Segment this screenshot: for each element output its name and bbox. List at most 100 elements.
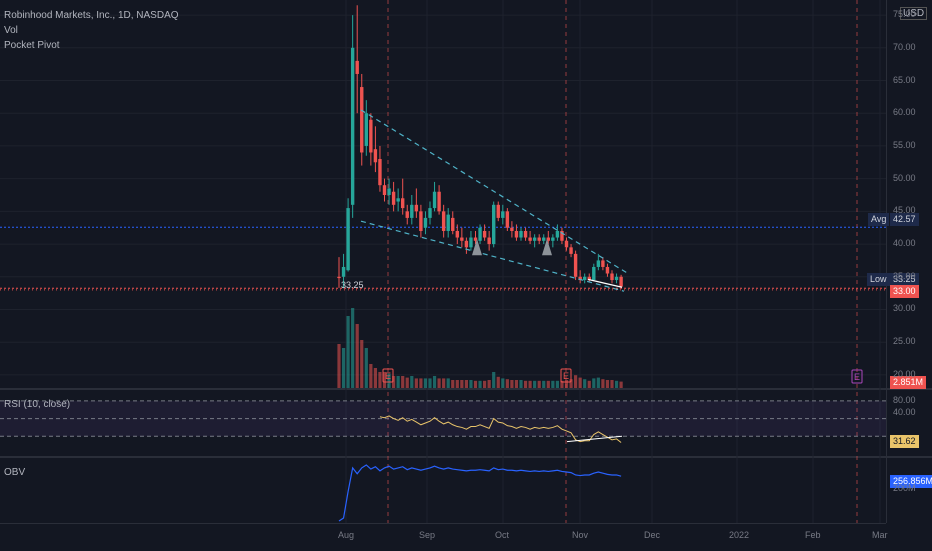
candle-body: [419, 211, 423, 231]
price-tick: 45.00: [893, 205, 916, 216]
candle-body: [564, 240, 569, 248]
earnings-marker: [560, 368, 572, 383]
candle-body: [441, 211, 446, 231]
volume-bar: [455, 380, 459, 388]
time-tick: Nov: [572, 530, 589, 540]
volume-bar: [496, 376, 500, 388]
volume-bar: [605, 380, 610, 388]
time-tick: Feb: [805, 530, 821, 540]
low-value-tag: 33.25: [890, 273, 919, 286]
rsi-legend[interactable]: RSI (10, close): [4, 399, 71, 410]
candle-body: [369, 119, 373, 153]
candle-body: [492, 204, 496, 245]
avg-value-tag: 42.57: [890, 213, 919, 226]
candle-body: [350, 47, 355, 205]
indicator-tick: 40.00: [893, 406, 916, 417]
volume-bar: [501, 378, 505, 388]
volume-bar: [492, 372, 496, 388]
volume-bar: [392, 376, 396, 388]
avg-label-tag: Avg: [868, 213, 890, 226]
pane-separator[interactable]: [0, 388, 932, 390]
candle-body: [546, 237, 550, 241]
candle-body: [510, 227, 514, 231]
candle-body: [346, 208, 350, 271]
candle-body: [396, 198, 400, 202]
candle-body: [478, 227, 482, 241]
volume-legend[interactable]: Vol: [4, 25, 18, 36]
volume-bar: [510, 380, 514, 388]
volume-bar: [478, 380, 482, 388]
volume-bar: [519, 380, 523, 388]
volume-bar: [578, 377, 582, 388]
volume-bar: [610, 380, 614, 388]
volume-bar: [432, 376, 437, 388]
volume-bar: [473, 380, 478, 388]
price-tick: 70.00: [893, 41, 916, 52]
earnings-marker-label: E: [385, 371, 391, 381]
time-tick: Mar: [872, 530, 888, 540]
candle-body: [460, 237, 464, 241]
candle-body: [542, 237, 546, 241]
earnings-marker: [851, 369, 863, 384]
time-axis[interactable]: [0, 523, 886, 551]
obv-legend[interactable]: OBV: [4, 467, 26, 478]
volume-bar: [596, 377, 600, 388]
volume-bar: [373, 368, 377, 388]
candle-body: [387, 188, 391, 195]
price-axis[interactable]: [886, 0, 932, 523]
volume-bar: [551, 380, 555, 388]
volume-bar: [601, 379, 605, 388]
volume-bar: [614, 380, 619, 388]
candle-body: [501, 211, 505, 218]
candle-body: [569, 247, 573, 254]
candle-body: [464, 240, 469, 248]
divergence-line: [587, 278, 623, 288]
time-tick: 2022: [729, 530, 750, 540]
last-price-tag: 33.00: [890, 285, 919, 298]
rsi-value-tag: 31.62: [890, 435, 919, 448]
candle-body: [587, 276, 591, 281]
obv-value-tag: 256.856M: [890, 475, 932, 488]
volume-bar: [428, 378, 432, 388]
volume-bar: [382, 372, 387, 388]
time-tick: Aug: [338, 530, 355, 540]
volume-bar: [560, 380, 564, 388]
volume-bar: [423, 378, 428, 388]
symbol-title[interactable]: Robinhood Markets, Inc., 1D, NASDAQ: [4, 10, 179, 21]
candle-body: [428, 208, 432, 218]
volume-bar: [464, 380, 468, 388]
candle-body: [614, 276, 619, 281]
price-tick: 30.00: [893, 303, 916, 314]
volume-bar: [396, 376, 400, 388]
earnings-marker: [382, 368, 394, 383]
volume-bar: [592, 378, 596, 388]
earnings-marker-label: E: [563, 371, 569, 381]
candle-body: [605, 266, 610, 274]
candle-body: [601, 260, 605, 267]
pocket-pivot-marker: [472, 238, 482, 256]
volume-bar: [351, 308, 355, 388]
price-tick: 65.00: [893, 74, 916, 85]
candle-body: [355, 60, 359, 74]
indicator-tick: 80.00: [893, 394, 916, 405]
time-tick: Oct: [495, 530, 510, 540]
currency-label[interactable]: USD: [900, 7, 928, 20]
candle-body: [360, 87, 364, 153]
price-tick: 50.00: [893, 172, 916, 183]
pocket-pivot-marker: [542, 238, 552, 256]
volume-bar: [555, 380, 559, 388]
volume-bar: [533, 380, 537, 388]
volume-bar: [337, 344, 341, 388]
candle-body: [446, 214, 450, 231]
candle-body: [583, 276, 587, 281]
volume-bar: [451, 380, 455, 388]
volume-bar: [569, 379, 573, 388]
pane-separator[interactable]: [0, 456, 932, 458]
volume-bar: [369, 364, 373, 388]
volume-bar: [341, 348, 346, 388]
pocket-pivot-legend[interactable]: Pocket Pivot: [4, 40, 60, 51]
rsi-divergence-line: [566, 435, 623, 443]
candle-body: [610, 273, 614, 281]
volume-bar: [587, 380, 591, 388]
